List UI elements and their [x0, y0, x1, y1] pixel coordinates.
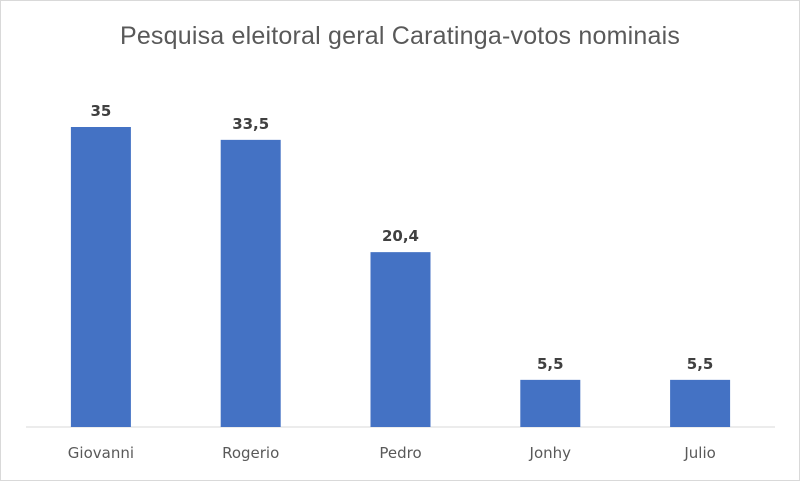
x-tick-label-jonhy: Jonhy — [529, 444, 572, 462]
bar-jonhy — [520, 379, 581, 427]
data-label-giovanni: 35 — [90, 102, 111, 120]
bar-pedro — [370, 252, 431, 427]
bar-giovanni — [70, 127, 131, 427]
data-label-rogerio: 33,5 — [232, 115, 269, 133]
x-tick-label-rogerio: Rogerio — [222, 444, 279, 462]
x-tick-label-julio: Julio — [683, 444, 715, 462]
data-label-jonhy: 5,5 — [537, 355, 564, 373]
chart-title: Pesquisa eleitoral geral Caratinga-votos… — [119, 22, 681, 50]
data-label-pedro: 20,4 — [382, 227, 419, 245]
data-label-julio: 5,5 — [687, 355, 714, 373]
x-tick-label-giovanni: Giovanni — [68, 444, 134, 462]
bar-julio — [670, 379, 731, 427]
bar-rogerio — [220, 139, 281, 427]
x-tick-label-pedro: Pedro — [379, 444, 421, 462]
